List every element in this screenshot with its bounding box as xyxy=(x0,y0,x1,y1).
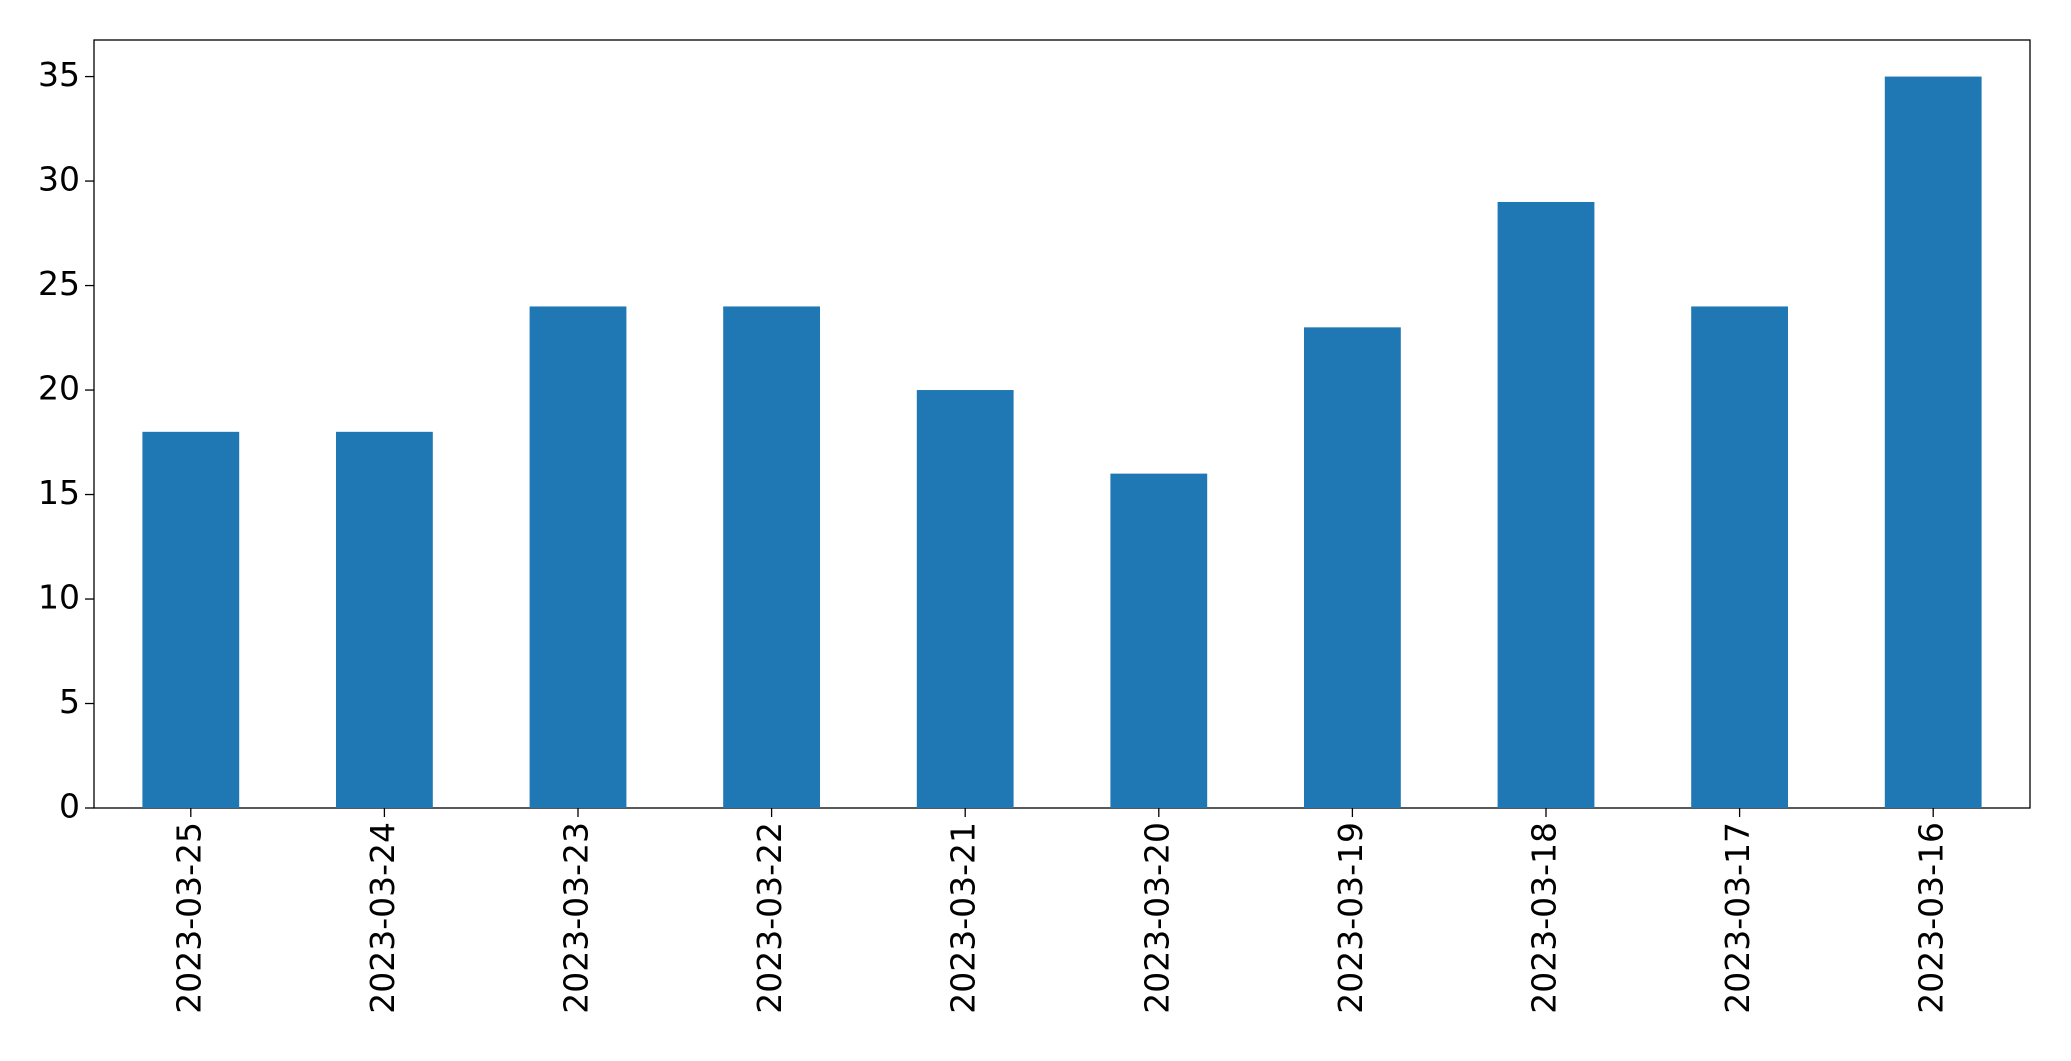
bar xyxy=(336,431,433,808)
bar xyxy=(916,390,1014,808)
bar xyxy=(1691,306,1788,808)
x-tick-label: 2023-03-22 xyxy=(750,822,789,1014)
y-tick-label: 10 xyxy=(38,578,80,617)
y-tick-label: 20 xyxy=(38,369,80,408)
y-tick-label: 35 xyxy=(38,55,80,94)
bar xyxy=(1884,76,1982,809)
bar xyxy=(142,431,240,808)
x-tick-label: 2023-03-18 xyxy=(1525,822,1564,1014)
bar xyxy=(1110,473,1208,808)
x-tick-label: 2023-03-19 xyxy=(1331,822,1370,1014)
x-tick-label: 2023-03-21 xyxy=(944,822,983,1014)
y-tick-label: 30 xyxy=(38,160,80,199)
x-tick-label: 2023-03-23 xyxy=(557,822,596,1014)
x-tick-label: 2023-03-25 xyxy=(169,822,208,1014)
bar xyxy=(529,306,627,808)
y-tick-label: 15 xyxy=(38,473,80,512)
x-tick-label: 2023-03-17 xyxy=(1718,822,1757,1014)
bar xyxy=(1304,327,1401,808)
x-tick-label: 2023-03-24 xyxy=(363,822,402,1014)
y-tick-label: 5 xyxy=(59,682,80,721)
bar xyxy=(723,306,820,808)
bar xyxy=(1497,201,1595,809)
plot-frame xyxy=(93,39,2031,809)
x-tick-label: 2023-03-20 xyxy=(1137,822,1176,1014)
y-tick-label: 0 xyxy=(59,787,80,826)
x-tick-label: 2023-03-16 xyxy=(1912,822,1951,1014)
y-tick-label: 25 xyxy=(38,264,80,303)
